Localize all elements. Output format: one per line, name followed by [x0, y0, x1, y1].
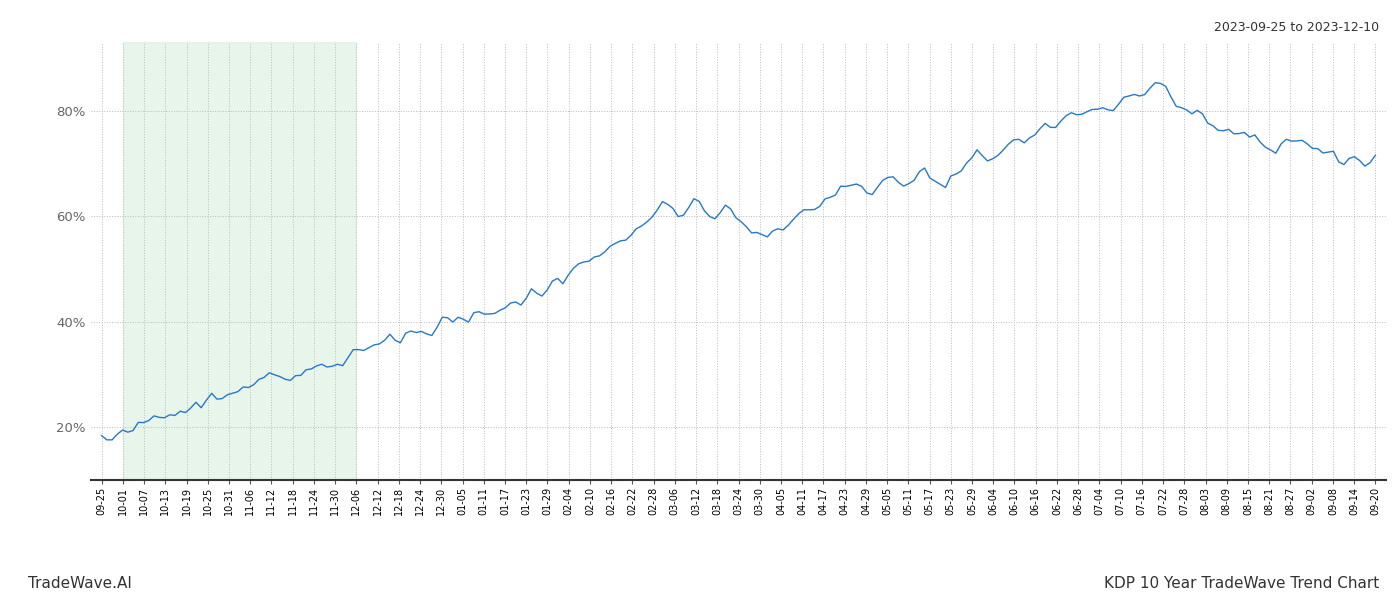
Text: KDP 10 Year TradeWave Trend Chart: KDP 10 Year TradeWave Trend Chart — [1103, 576, 1379, 591]
Bar — [123, 42, 357, 480]
Text: 2023-09-25 to 2023-12-10: 2023-09-25 to 2023-12-10 — [1214, 21, 1379, 34]
Text: TradeWave.AI: TradeWave.AI — [28, 576, 132, 591]
